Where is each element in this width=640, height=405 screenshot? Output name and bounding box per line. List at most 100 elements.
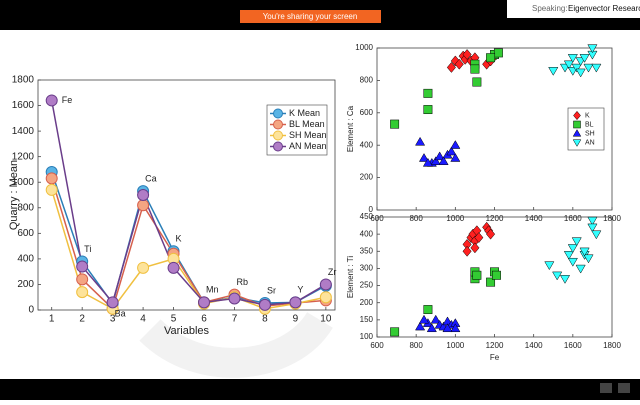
y-tick-label: 150 (360, 315, 374, 324)
marker (450, 153, 461, 162)
y-tick-label: 400 (17, 254, 34, 265)
marker (579, 247, 590, 257)
marker (587, 44, 598, 54)
x-tick-label: 4 (140, 314, 146, 325)
y-tick-label: 1400 (12, 126, 35, 137)
marker (563, 251, 574, 260)
x-axis-label: Variables (164, 325, 210, 337)
control-icon[interactable] (618, 383, 630, 393)
marker (472, 270, 482, 280)
y-tick-label: 800 (17, 202, 34, 213)
x-tick-label: 10 (320, 314, 332, 325)
marker (470, 242, 480, 254)
speaker-label: Speaking: (532, 4, 568, 13)
marker (563, 60, 574, 70)
y-tick-label: 1600 (12, 100, 35, 111)
marker (390, 327, 400, 337)
speaker-box (507, 0, 640, 18)
legend-label: SH Mean (289, 130, 327, 140)
marker (415, 321, 426, 331)
x-tick-label: 5 (171, 314, 177, 325)
y-tick-label: 1200 (12, 151, 35, 162)
x-tick-label: 9 (293, 314, 299, 325)
marker (434, 151, 445, 161)
marker (198, 296, 211, 309)
marker (462, 245, 472, 257)
y-axis-label: Element : Ti (346, 256, 355, 298)
y-tick-label: 200 (360, 173, 374, 182)
x-tick-label: 1000 (446, 341, 464, 350)
marker (228, 292, 241, 305)
marker (45, 94, 58, 107)
x-tick-label: 7 (232, 314, 238, 325)
marker (450, 140, 461, 149)
x-tick-label: 1200 (486, 341, 504, 350)
marker (552, 271, 563, 281)
marker (571, 237, 582, 247)
x-tick-label: 800 (409, 214, 423, 223)
marker (273, 119, 283, 130)
control-icon[interactable] (600, 383, 612, 393)
watermark (139, 311, 333, 378)
marker (544, 261, 555, 271)
y-tick-label: 400 (360, 229, 374, 238)
x-tick-label: 1600 (564, 214, 582, 223)
x-tick-label: 3 (110, 314, 116, 325)
point-annotation: Rb (236, 277, 248, 287)
speaker-name: Eigenvector Research (568, 4, 640, 13)
marker (571, 63, 582, 73)
share-banner[interactable] (240, 10, 381, 23)
y-tick-label: 250 (360, 281, 374, 290)
y-tick-label: 350 (360, 246, 374, 255)
point-annotation: Ca (145, 174, 157, 184)
marker (572, 139, 582, 147)
y-tick-label: 800 (360, 76, 374, 85)
marker (486, 277, 496, 287)
point-annotation: Fe (62, 95, 73, 105)
marker (486, 53, 496, 63)
marker (273, 130, 283, 141)
legend-box (567, 107, 605, 151)
x-tick-label: 1400 (525, 341, 543, 350)
marker (438, 156, 449, 166)
marker (462, 49, 472, 60)
marker (430, 156, 441, 166)
point-annotation: Y (297, 285, 303, 295)
marker (470, 64, 480, 74)
x-tick-label: 8 (262, 314, 268, 325)
marker (579, 54, 590, 63)
legend-label: AN Mean (289, 141, 327, 151)
marker (137, 199, 150, 212)
y-tick-label: 100 (360, 332, 374, 341)
x-tick-label: 1600 (564, 341, 582, 350)
marker (548, 67, 559, 76)
marker (559, 275, 571, 284)
marker (258, 298, 271, 311)
marker (446, 146, 457, 156)
marker (572, 129, 582, 137)
plot-frame (37, 79, 336, 311)
marker (493, 48, 503, 58)
marker (474, 232, 484, 244)
marker (426, 323, 437, 333)
y-tick-label: 450 (360, 212, 374, 221)
share-banner-text: You're sharing your screen (263, 12, 358, 21)
marker (273, 108, 283, 119)
marker (583, 254, 594, 264)
marker (289, 296, 302, 309)
marker (567, 54, 578, 63)
legend-label: K Mean (289, 108, 320, 118)
y-axis-label: Element : Ca (346, 105, 355, 152)
marker (423, 88, 433, 98)
marker (137, 189, 150, 201)
x-tick-label: 1800 (603, 341, 621, 350)
marker (45, 172, 58, 185)
marker (423, 105, 433, 115)
series-line (50, 178, 326, 311)
marker (575, 264, 586, 274)
marker (76, 260, 89, 273)
marker (167, 261, 180, 274)
legend-label: K (585, 112, 590, 119)
legend-label: SH (585, 130, 595, 137)
marker (273, 141, 283, 152)
